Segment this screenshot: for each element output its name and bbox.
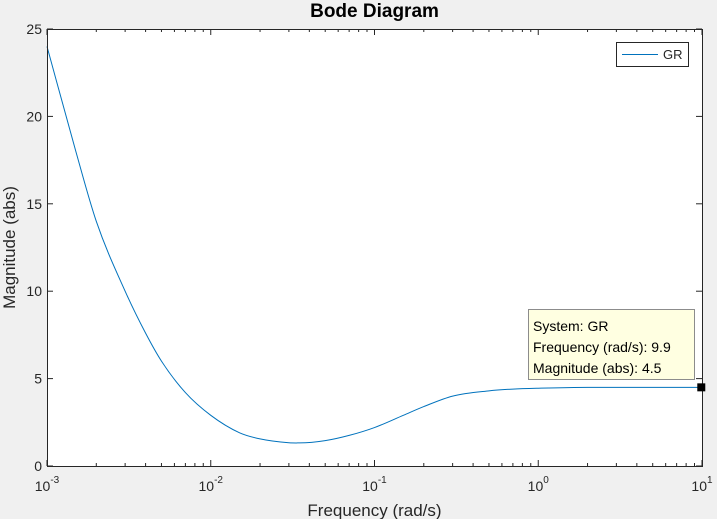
datatip-marker[interactable]	[697, 383, 706, 392]
datatip-box	[528, 309, 695, 380]
legend[interactable]: GR	[616, 42, 689, 67]
y-tick-label: 5	[34, 371, 42, 387]
datatip-system: System: GR	[533, 318, 608, 334]
series-line-gr	[46, 46, 702, 444]
y-axis-label: Magnitude (abs)	[0, 186, 19, 309]
y-tick-label: 0	[34, 458, 42, 474]
y-tick-label: 15	[26, 196, 42, 212]
y-tick-label: 10	[26, 283, 42, 299]
x-tick-label: 101	[691, 475, 713, 494]
chart-title: Bode Diagram	[310, 1, 439, 22]
datatip[interactable]: System: GR Frequency (rad/s): 9.9 Magnit…	[528, 309, 706, 392]
y-tick-label: 20	[26, 108, 42, 124]
datatip-frequency: Frequency (rad/s): 9.9	[533, 339, 671, 355]
datatip-magnitude: Magnitude (abs): 4.5	[533, 360, 662, 376]
x-tick-label: 10-2	[199, 475, 224, 494]
legend-label-gr: GR	[663, 47, 683, 62]
x-axis-label: Frequency (rad/s)	[307, 501, 441, 519]
plot-frame	[47, 29, 703, 467]
y-tick-label: 25	[26, 21, 42, 37]
x-tick-label: 10-3	[35, 475, 60, 494]
plot-area[interactable]	[47, 29, 702, 466]
x-tick-label: 10-1	[362, 475, 387, 494]
x-tick-label: 100	[528, 475, 550, 494]
